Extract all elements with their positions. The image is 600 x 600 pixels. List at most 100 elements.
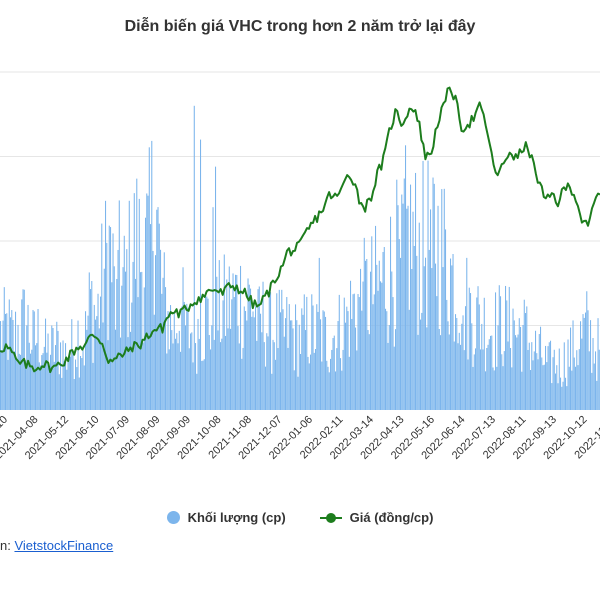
volume-bar <box>415 172 417 410</box>
volume-bar <box>205 292 207 410</box>
volume-bar <box>531 342 533 410</box>
volume-bar <box>146 193 148 410</box>
volume-bar <box>333 335 335 410</box>
volume-bar <box>13 351 15 410</box>
source-prefix: n: <box>0 538 15 553</box>
volume-bar <box>175 338 177 410</box>
volume-bar <box>162 277 164 410</box>
volume-bar <box>442 267 444 410</box>
volume-bar <box>427 160 429 410</box>
volume-bar <box>145 217 147 410</box>
volume-bar <box>403 178 405 410</box>
volume-bar <box>575 366 577 410</box>
volume-bar <box>391 271 393 410</box>
volume-bar <box>112 233 114 410</box>
volume-bar <box>487 344 489 410</box>
volume-bar <box>81 358 83 410</box>
volume-bar <box>290 320 292 410</box>
volume-bar <box>123 235 125 410</box>
volume-bar <box>552 357 554 410</box>
volume-bar <box>381 282 383 410</box>
volume-bar <box>491 335 493 410</box>
volume-bar <box>55 345 57 410</box>
volume-bar <box>92 362 94 410</box>
volume-bar <box>322 310 324 410</box>
volume-bar <box>231 299 233 410</box>
volume-bar <box>475 348 477 410</box>
volume-bar <box>337 321 339 410</box>
volume-bar <box>506 300 508 410</box>
volume-bar <box>198 338 200 410</box>
volume-bar <box>62 340 64 410</box>
volume-bar <box>21 299 23 410</box>
volume-bar <box>88 272 90 410</box>
volume-bar <box>166 353 168 410</box>
volume-bar <box>358 297 360 410</box>
volume-bar <box>87 315 89 410</box>
volume-bar <box>292 328 294 410</box>
volume-bar <box>398 239 400 410</box>
volume-bar <box>263 342 265 410</box>
volume-bar <box>67 360 69 410</box>
volume-bar <box>530 370 532 410</box>
volume-bar <box>573 357 575 410</box>
volume-bar <box>188 348 190 410</box>
volume-bar <box>287 347 289 410</box>
legend-item-price[interactable]: Giá (đồng/cp) <box>319 510 434 525</box>
volume-bar <box>540 326 542 410</box>
volume-bar <box>12 319 14 410</box>
volume-bar <box>266 333 268 410</box>
volume-bar <box>545 345 547 410</box>
volume-bar <box>325 316 327 410</box>
volume-bar <box>470 293 472 410</box>
volume-bar <box>187 307 189 410</box>
volume-bar <box>173 311 175 410</box>
volume-bar <box>586 291 588 410</box>
volume-bar <box>241 358 243 410</box>
volume-bar <box>288 304 290 410</box>
volume-bar <box>200 139 202 410</box>
source-link[interactable]: VietstockFinance <box>14 538 114 553</box>
volume-bar <box>510 347 512 410</box>
volume-bar <box>561 386 563 410</box>
volume-bar <box>108 225 110 410</box>
volume-bar <box>180 351 182 410</box>
volume-bar <box>31 349 33 410</box>
volume-bar <box>517 334 519 410</box>
volume-bar <box>390 216 392 410</box>
volume-bar <box>582 314 584 410</box>
volume-bar <box>135 278 137 410</box>
volume-bar <box>352 294 354 410</box>
legend-item-volume[interactable]: Khối lượng (cp) <box>166 510 286 525</box>
volume-bar <box>551 383 553 410</box>
volume-bar <box>227 328 229 410</box>
volume-bar <box>580 321 582 410</box>
legend-price-label: Giá (đồng/cp) <box>349 510 434 525</box>
volume-bar <box>160 249 162 410</box>
volume-bar <box>382 251 384 410</box>
volume-bar <box>283 336 285 410</box>
volume-bar <box>203 359 205 410</box>
volume-bar <box>327 366 329 410</box>
volume-bar <box>303 294 305 410</box>
volume-bar <box>458 332 460 410</box>
volume-bar <box>185 325 187 410</box>
volume-bar <box>360 268 362 410</box>
volume-bar <box>541 357 543 410</box>
volume-bar <box>270 292 272 410</box>
volume-bar <box>228 266 230 410</box>
volume-bar <box>110 227 112 410</box>
volume-bar <box>440 335 442 410</box>
volume-bar <box>271 373 273 410</box>
volume-bar <box>592 338 594 410</box>
volume-bar <box>42 353 44 410</box>
volume-bar <box>93 304 95 410</box>
volume-bar <box>345 322 347 410</box>
volume-bar <box>316 304 318 410</box>
volume-bar <box>348 356 350 410</box>
volume-bar <box>588 351 590 410</box>
volume-bar <box>560 377 562 410</box>
volume-bar <box>455 314 457 410</box>
volume-bar <box>285 318 287 410</box>
volume-bar <box>17 324 19 410</box>
